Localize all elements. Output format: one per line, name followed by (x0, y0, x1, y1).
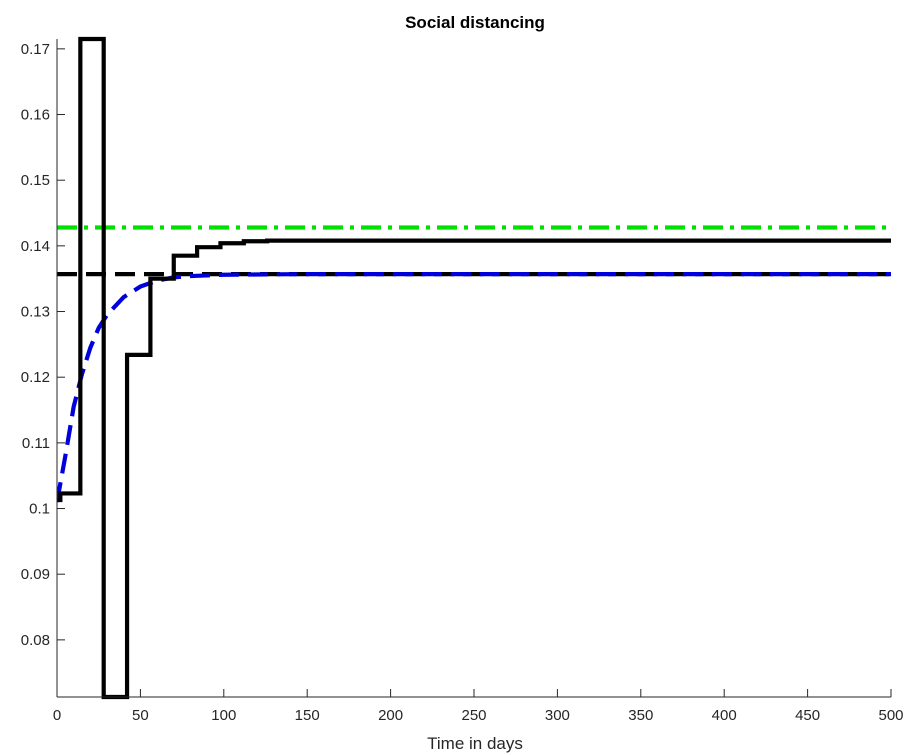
y-tick-label: 0.17 (21, 41, 50, 58)
series-line-black-solid (57, 36, 891, 700)
x-tick-label: 50 (132, 707, 149, 724)
x-tick-label: 0 (53, 707, 61, 724)
chart-title: Social distancing (405, 13, 545, 32)
x-tick-label: 500 (878, 707, 903, 724)
y-tick-label: 0.15 (21, 172, 50, 189)
x-tick-label: 250 (461, 707, 486, 724)
ticks-layer: 0 50 100 150 200 250 300 350 400 450 500 0.08 0.09 0.… (21, 41, 904, 724)
series-layer (57, 36, 891, 700)
y-tick-label: 0.13 (21, 304, 50, 321)
y-tick-label: 0.11 (22, 435, 50, 452)
x-tick-label: 300 (545, 707, 570, 724)
x-tick-label: 350 (628, 707, 653, 724)
y-tick-label: 0.12 (21, 369, 50, 386)
x-tick-label: 100 (211, 707, 236, 724)
y-tick-label: 0.09 (21, 566, 50, 583)
x-tick-label: 200 (378, 707, 403, 724)
y-tick-label: 0.08 (21, 632, 50, 649)
y-tick-label: 0.16 (21, 107, 50, 124)
axes-layer (56, 39, 891, 698)
x-tick-label: 450 (795, 707, 820, 724)
x-axis-title: Time in days (427, 734, 523, 753)
series-line-blue-dashed (57, 271, 891, 503)
y-tick-label: 0.14 (21, 238, 50, 255)
y-tick-label: 0.1 (29, 501, 50, 518)
x-tick-label: 150 (295, 707, 320, 724)
x-tick-label: 400 (712, 707, 737, 724)
